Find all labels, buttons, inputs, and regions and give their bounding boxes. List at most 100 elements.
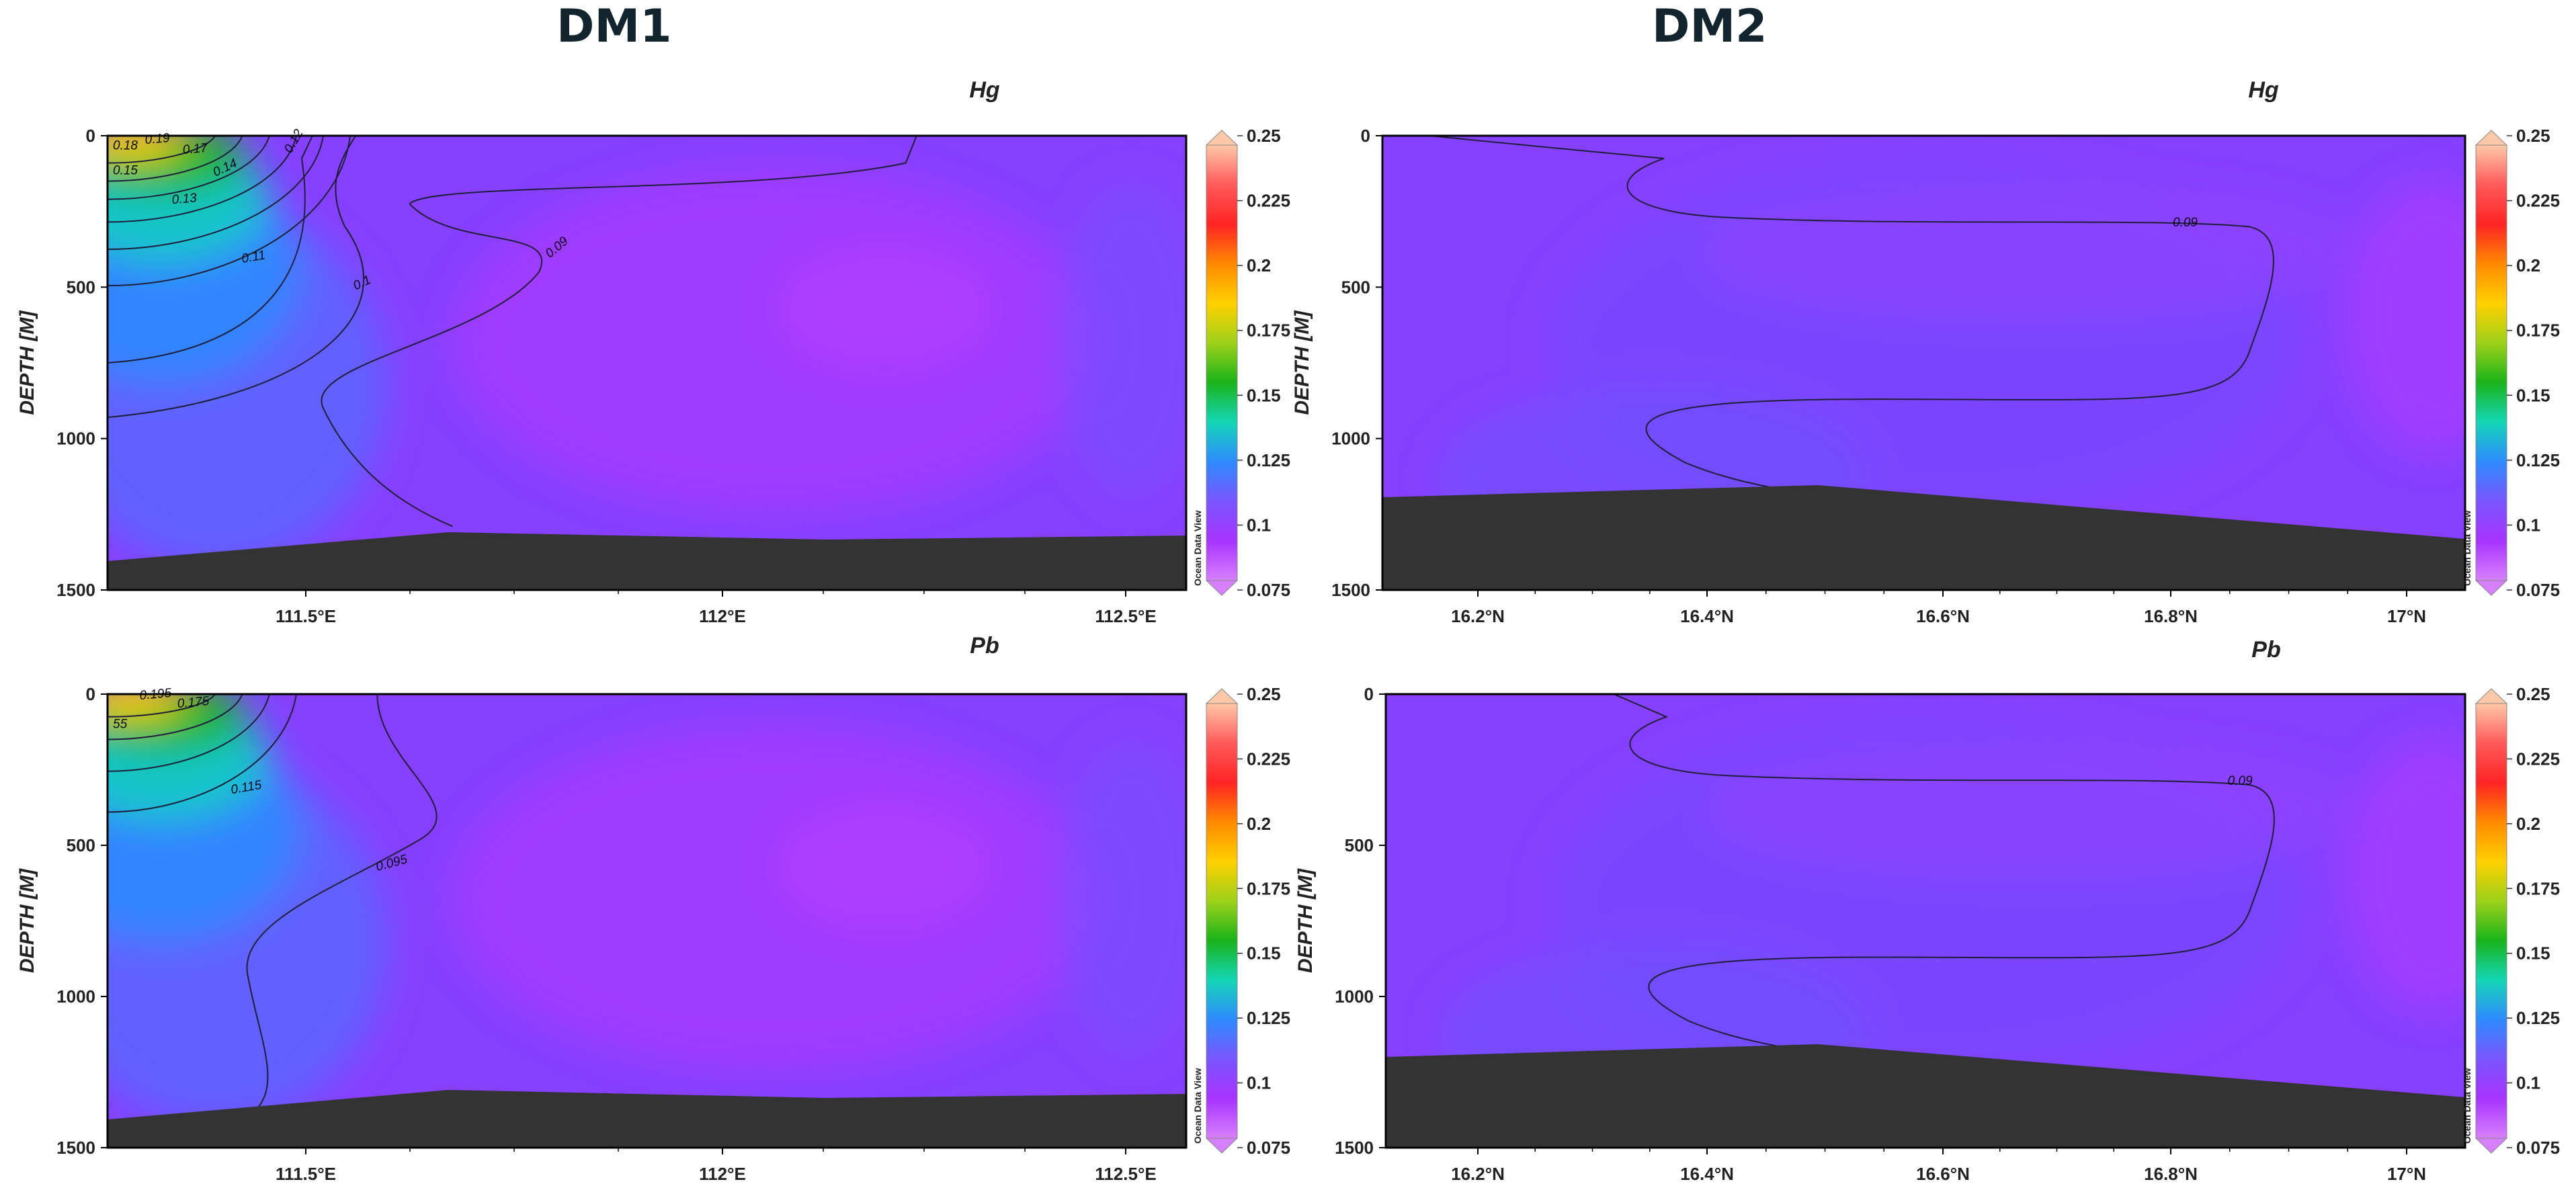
colorbar-tick-label: 0.075 xyxy=(2516,580,2560,600)
colorbar-tick-label: 0.2 xyxy=(1247,255,1271,275)
colorbar-tick-label: 0.15 xyxy=(2516,943,2550,964)
y-tick-label: 500 xyxy=(67,277,95,297)
colorbar-tick-label: 0.225 xyxy=(1247,191,1290,211)
plot-frame xyxy=(106,693,1188,1149)
concentration-field xyxy=(108,136,1186,590)
colorbar-tick-label: 0.175 xyxy=(1247,321,1290,341)
colorbar-tick-label: 0.175 xyxy=(2516,878,2560,898)
y-tick-label: 0 xyxy=(1364,684,1374,704)
y-tick-label: 1000 xyxy=(56,429,95,449)
y-axis-label: DEPTH [M] xyxy=(1294,868,1317,973)
x-tick-label: 112.5°E xyxy=(1095,606,1156,626)
odv-watermark: Ocean Data View xyxy=(2462,510,2473,586)
colorbar: 0.25 0.225 0.2 0.175 0.15 0.125 0.1 0.075 Ocean … xyxy=(2462,684,2560,1158)
colorbar-tick-label: 0.1 xyxy=(1247,515,1271,535)
colorbar-tick-label: 0.075 xyxy=(1247,1138,1290,1158)
colorbar-tick-label: 0.075 xyxy=(2516,1138,2560,1158)
section-plot-4: 0.09 0 500 1000 1500 16.2°N 16.4°N 16.6°N 16.8°N… xyxy=(1294,637,2560,1184)
colorbar-tick-label: 0.1 xyxy=(1247,1073,1271,1093)
contour-label: 0.175 xyxy=(177,694,210,711)
seabed xyxy=(1382,485,2465,590)
contour-lines xyxy=(1612,694,2275,1058)
y-tick-label: 1500 xyxy=(56,1138,95,1158)
colorbar-tick-label: 0.2 xyxy=(2516,255,2540,275)
colorbar-tick-label: 0.2 xyxy=(1247,814,1271,834)
colorbar-tick-label: 0.175 xyxy=(2516,321,2560,341)
seabed xyxy=(1386,1044,2465,1148)
y-tick-label: 1000 xyxy=(1335,986,1374,1007)
section-plot-2: 0.09 0 500 1000 1500 16.2°N 16.4°N 16.6°N 16.8°N… xyxy=(1291,77,2560,626)
odv-watermark: Ocean Data View xyxy=(1192,510,1203,586)
colorbar-cap-top xyxy=(2475,130,2508,146)
contour-label: 0.09 xyxy=(2173,216,2198,230)
colorbar-cap-bottom xyxy=(1205,1138,1239,1154)
plot-title: Pb xyxy=(970,633,999,658)
colorbar-tick-label: 0.225 xyxy=(2516,191,2560,211)
colorbar-cap-top xyxy=(1205,130,1239,146)
plot-frame xyxy=(1381,134,2466,591)
colorbar-cap-top xyxy=(1205,688,1239,704)
contour-label: 0.19 xyxy=(144,131,171,147)
x-tick-label: 111.5°E xyxy=(276,606,336,626)
y-tick-label: 1500 xyxy=(1335,1138,1374,1158)
x-tick-label: 16.8°N xyxy=(2144,1164,2198,1184)
x-tick-label: 112°E xyxy=(699,606,746,626)
contour-lines xyxy=(108,136,917,527)
colorbar-gradient xyxy=(2475,703,2507,1139)
colorbar-tick-label: 0.225 xyxy=(1247,749,1290,769)
colorbar: 0.25 0.225 0.2 0.175 0.15 0.125 0.1 0.075 Ocean … xyxy=(2462,126,2560,600)
y-tick-label: 0 xyxy=(86,684,95,704)
y-tick-label: 500 xyxy=(1341,277,1370,297)
seabed xyxy=(108,1090,1186,1148)
x-tick-label: 16.6°N xyxy=(1916,1164,1970,1184)
contour-lines xyxy=(108,694,438,1107)
colorbar-tick-label: 0.25 xyxy=(2516,126,2550,146)
plot-title: Pb xyxy=(2251,637,2280,663)
y-axis-label: DEPTH [M] xyxy=(16,310,38,415)
concentration-field xyxy=(108,694,1186,1148)
colorbar-tick-label: 0.175 xyxy=(1247,878,1290,898)
x-tick-label: 17°N xyxy=(2387,1164,2426,1184)
x-tick-label: 16.4°N xyxy=(1680,606,1734,626)
colorbar-tick-label: 0.25 xyxy=(1247,684,1281,704)
y-tick-label: 1500 xyxy=(56,580,95,600)
colorbar-tick-label: 0.1 xyxy=(2516,1073,2540,1093)
colorbar-tick-label: 0.125 xyxy=(2516,1008,2560,1028)
colorbar-gradient xyxy=(1206,703,1238,1139)
contour-label: 0.15 xyxy=(113,163,138,177)
y-tick-label: 1000 xyxy=(1331,429,1370,449)
colorbar-gradient xyxy=(1206,144,1238,581)
colorbar-tick-label: 0.15 xyxy=(1247,385,1281,405)
colorbar-tick-label: 0.25 xyxy=(2516,684,2550,704)
colorbar-tick-label: 0.2 xyxy=(2516,814,2540,834)
colorbar-cap-bottom xyxy=(2475,580,2508,596)
contour-lines xyxy=(1423,136,2274,500)
colorbar-tick-label: 0.125 xyxy=(1247,450,1290,470)
colorbar-cap-top xyxy=(2475,688,2508,704)
section-plot-3: 0.195 0.175550.1150.095050010001500111.5°… xyxy=(16,633,1290,1184)
seabed xyxy=(108,532,1186,590)
y-tick-label: 1000 xyxy=(56,986,95,1007)
section-title-dm1: DM1 xyxy=(556,0,672,53)
contour-label: 55 xyxy=(113,718,128,732)
contour-label: 0.09 xyxy=(2228,774,2253,788)
plot-title: Hg xyxy=(2248,77,2279,103)
x-tick-label: 16.8°N xyxy=(2144,606,2198,626)
colorbar-tick-label: 0.15 xyxy=(2516,385,2550,405)
colorbar-tick-label: 0.25 xyxy=(1247,126,1281,146)
colorbar: 0.25 0.225 0.2 0.175 0.15 0.125 0.1 0.075 Ocean … xyxy=(1192,126,1290,600)
y-tick-label: 500 xyxy=(1345,835,1374,855)
x-tick-label: 16.2°N xyxy=(1451,606,1505,626)
contour-label: 0.13 xyxy=(171,191,198,207)
section-plot-1: 0.190.18 0.170.15 0.140.130.120.110.10.090… xyxy=(16,77,1290,626)
contour-label: 0.18 xyxy=(113,138,138,153)
odv-watermark: Ocean Data View xyxy=(2462,1068,2473,1144)
y-axis-label: DEPTH [M] xyxy=(16,868,38,973)
colorbar-tick-label: 0.1 xyxy=(2516,515,2540,535)
odv-watermark: Ocean Data View xyxy=(1192,1068,1203,1144)
x-tick-label: 17°N xyxy=(2387,606,2426,626)
plot-frame xyxy=(106,134,1188,591)
y-tick-label: 1500 xyxy=(1331,580,1370,600)
